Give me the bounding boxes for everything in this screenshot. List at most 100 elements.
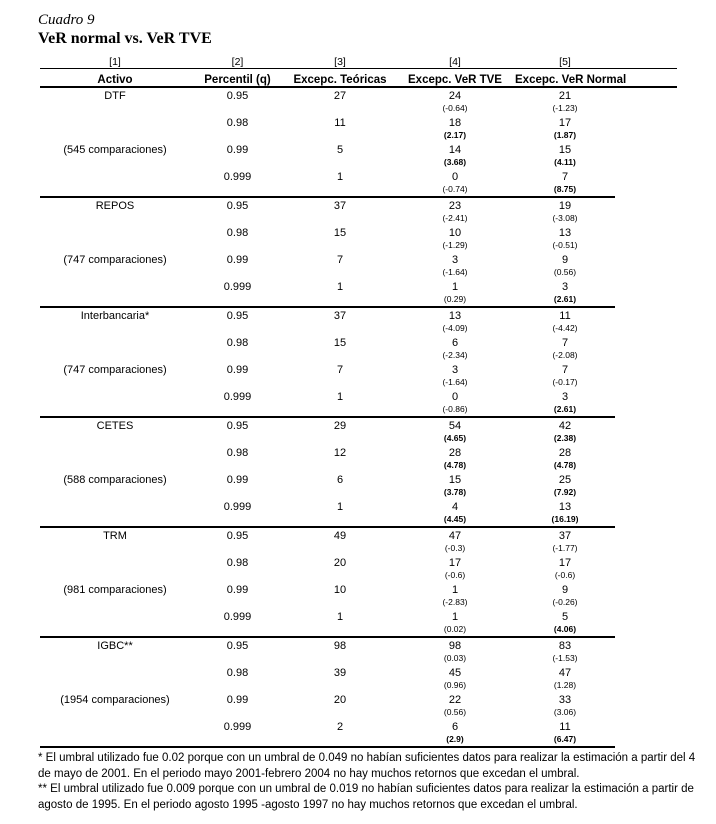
normal-value: 7 bbox=[561, 337, 569, 349]
tve-value: 23 bbox=[448, 200, 462, 212]
percentile-value: 0.95 bbox=[226, 640, 249, 652]
table-row: (0.96) (1.28) bbox=[40, 680, 677, 692]
percentile-value: 0.999 bbox=[223, 171, 252, 183]
table-row: CETES 0.95 29 54 42 bbox=[40, 417, 677, 433]
filler-cell bbox=[615, 570, 677, 582]
results-table: [1] [2] [3] [4] [5] Activo Percentil (q) Excepc… bbox=[40, 55, 677, 748]
filler-cell bbox=[615, 680, 677, 692]
normal-zstat: (2.61) bbox=[515, 294, 615, 308]
table-row: (-0.86) (2.61) bbox=[40, 404, 677, 418]
percentile-value: 0.98 bbox=[226, 557, 249, 569]
teoricas-value: 15 bbox=[333, 337, 347, 349]
empty-cell bbox=[190, 597, 285, 609]
empty-cell bbox=[285, 213, 395, 225]
filler-cell bbox=[615, 157, 677, 169]
empty-cell bbox=[285, 597, 395, 609]
asset-label: DTF bbox=[104, 90, 126, 102]
table-row: (4.78) (4.78) bbox=[40, 460, 677, 472]
empty-cell bbox=[40, 103, 190, 115]
empty-cell bbox=[40, 555, 190, 570]
column-index-label: [3] bbox=[285, 55, 395, 69]
empty-cell bbox=[40, 665, 190, 680]
tve-zstat: (0.29) bbox=[395, 294, 515, 308]
empty-cell bbox=[285, 487, 395, 499]
empty-cell bbox=[190, 404, 285, 418]
percentile-value: 0.98 bbox=[226, 667, 249, 679]
filler-cell bbox=[615, 55, 677, 69]
empty-cell bbox=[40, 543, 190, 555]
empty-cell bbox=[40, 115, 190, 130]
filler-cell bbox=[615, 487, 677, 499]
table-row: (1954 comparaciones) 0.99 20 22 33 bbox=[40, 692, 677, 707]
empty-cell bbox=[40, 707, 190, 719]
comparisons-label: (545 comparaciones) bbox=[63, 144, 167, 156]
filler-cell bbox=[615, 68, 677, 88]
teoricas-value: 27 bbox=[333, 90, 347, 102]
empty-cell bbox=[190, 377, 285, 389]
empty-cell bbox=[40, 130, 190, 142]
teoricas-value: 7 bbox=[336, 254, 344, 266]
teoricas-value: 20 bbox=[333, 694, 347, 706]
filler-cell bbox=[615, 267, 677, 279]
empty-cell bbox=[40, 335, 190, 350]
tve-value: 54 bbox=[448, 420, 462, 432]
normal-zstat: (1.28) bbox=[553, 680, 577, 690]
table-row: 0.98 15 10 13 bbox=[40, 225, 677, 240]
tve-value: 6 bbox=[451, 721, 459, 733]
normal-value: 3 bbox=[561, 281, 569, 293]
tve-value: 0 bbox=[451, 171, 459, 183]
table-row: REPOS 0.95 37 23 19 bbox=[40, 197, 677, 213]
asset-label: IGBC** bbox=[97, 640, 133, 652]
tve-value: 15 bbox=[448, 474, 462, 486]
table-row: 0.999 1 1 5 bbox=[40, 609, 677, 624]
teoricas-value: 37 bbox=[333, 310, 347, 322]
empty-cell bbox=[285, 157, 395, 169]
teoricas-value: 5 bbox=[336, 144, 344, 156]
filler-cell bbox=[615, 225, 677, 240]
normal-zstat: (16.19) bbox=[515, 514, 615, 528]
tve-value: 13 bbox=[448, 310, 462, 322]
table-row: (0.29) (2.61) bbox=[40, 294, 677, 308]
column-index-label: [1] bbox=[40, 55, 190, 69]
tve-value: 1 bbox=[451, 584, 459, 596]
filler-cell bbox=[615, 213, 677, 225]
empty-cell bbox=[40, 350, 190, 362]
tve-zstat: (3.78) bbox=[443, 487, 467, 497]
empty-cell bbox=[190, 433, 285, 445]
percentile-value: 0.999 bbox=[223, 281, 252, 293]
filler-cell bbox=[615, 377, 677, 389]
empty-cell bbox=[190, 680, 285, 692]
normal-value: 11 bbox=[559, 721, 571, 733]
table-row: (-2.83) (-0.26) bbox=[40, 597, 677, 609]
tve-zstat: (-0.74) bbox=[395, 184, 515, 198]
filler-cell bbox=[615, 362, 677, 377]
table-row: 0.98 15 6 7 bbox=[40, 335, 677, 350]
tve-value: 1 bbox=[451, 611, 459, 623]
empty-cell bbox=[285, 543, 395, 555]
table-row: (-0.74) (8.75) bbox=[40, 184, 677, 198]
column-index-label: [5] bbox=[515, 55, 615, 69]
tve-value: 47 bbox=[448, 530, 462, 542]
normal-zstat: (2.38) bbox=[553, 433, 577, 443]
normal-value: 13 bbox=[558, 227, 572, 239]
filler-cell bbox=[615, 653, 677, 665]
empty-cell bbox=[285, 404, 395, 418]
table-row: DTF 0.95 27 24 21 bbox=[40, 87, 677, 103]
table-row: (-1.64) (0.56) bbox=[40, 267, 677, 279]
empty-cell bbox=[285, 433, 395, 445]
tve-zstat: (4.65) bbox=[443, 433, 467, 443]
tve-value: 14 bbox=[448, 144, 462, 156]
table-row: (-1.29) (-0.51) bbox=[40, 240, 677, 252]
comparisons-label: (588 comparaciones) bbox=[63, 474, 167, 486]
empty-cell bbox=[285, 377, 395, 389]
empty-cell bbox=[190, 734, 285, 748]
teoricas-value: 1 bbox=[336, 391, 344, 403]
tve-zstat: (-1.29) bbox=[442, 240, 468, 250]
normal-value: 5 bbox=[561, 611, 569, 623]
tve-value: 22 bbox=[448, 694, 462, 706]
normal-value: 7 bbox=[561, 171, 569, 183]
tve-zstat: (0.02) bbox=[395, 624, 515, 638]
normal-value: 42 bbox=[558, 420, 572, 432]
table-row: 0.999 1 0 7 bbox=[40, 169, 677, 184]
